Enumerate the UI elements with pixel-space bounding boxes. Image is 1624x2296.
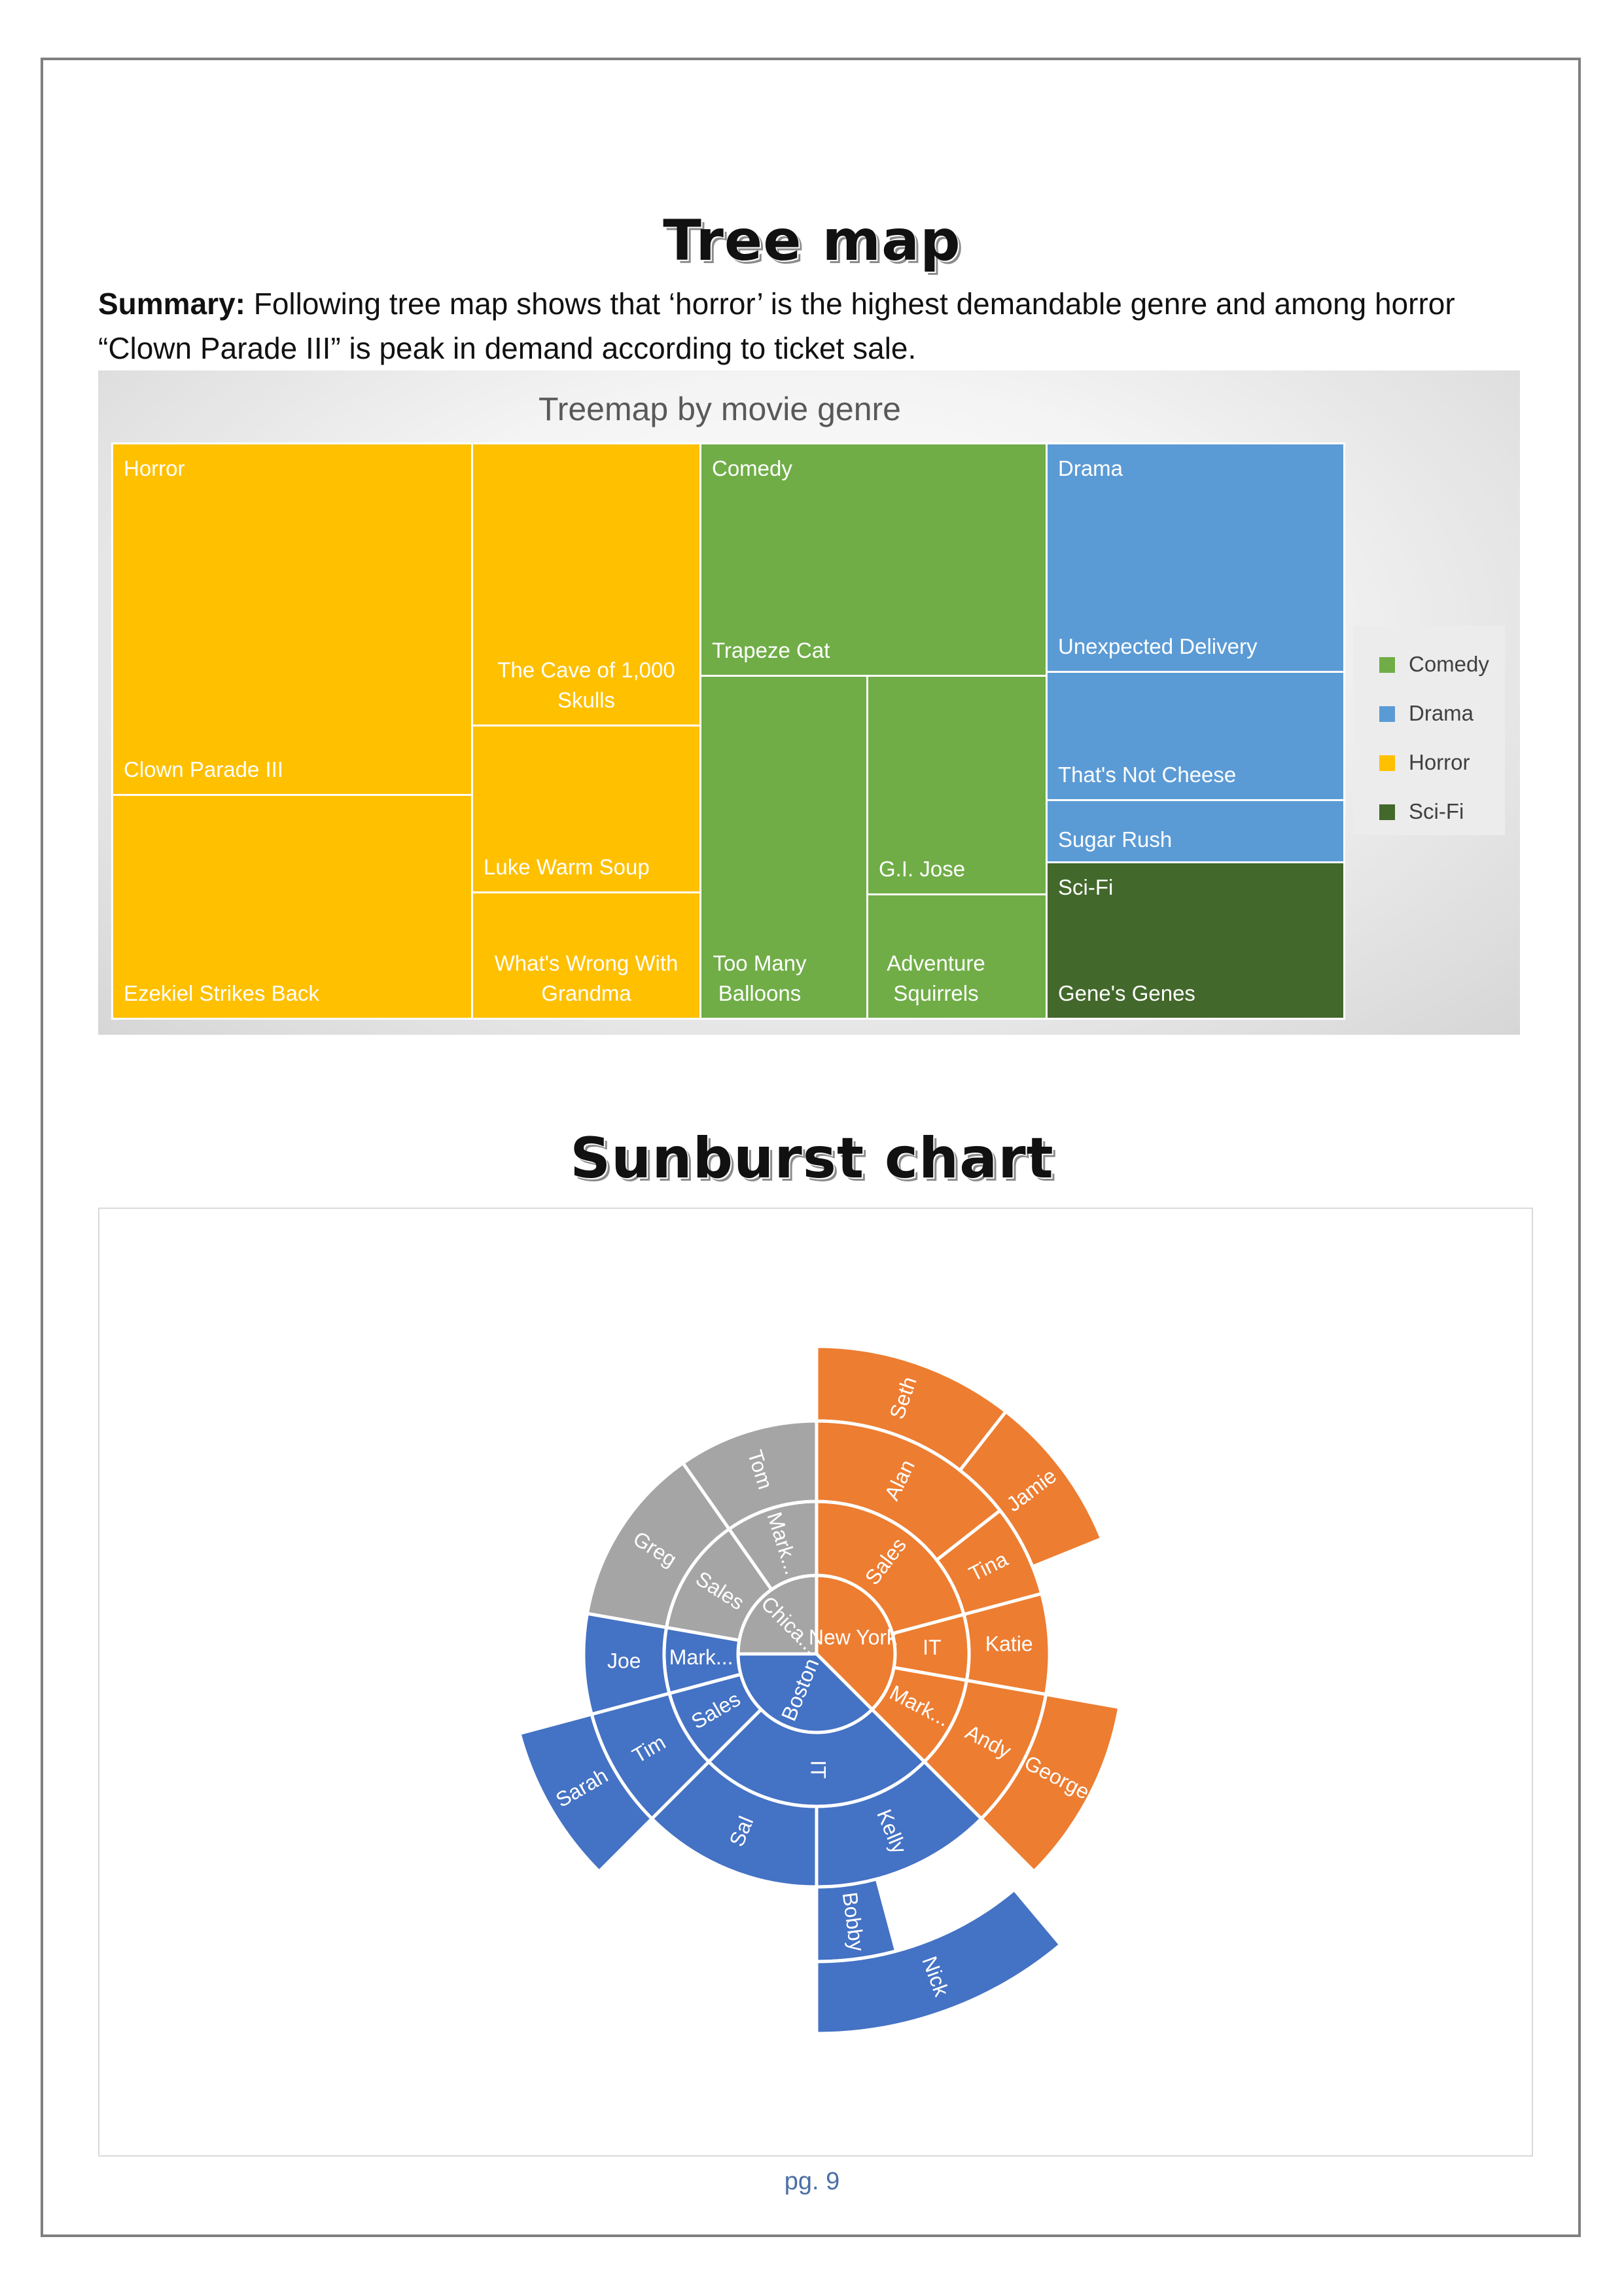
sunburst-chart-frame: New York Boston Chica... Sales IT Mark... IT Sa…	[98, 1208, 1533, 2157]
sunburst-segment	[979, 1692, 1121, 1874]
treemap-group-label-scifi: Sci-Fi	[1058, 875, 1114, 899]
summary-text: Following tree map shows that ‘horror’ i…	[98, 287, 1455, 365]
treemap-group-label-drama: Drama	[1058, 456, 1123, 480]
treemap-item-label: Clown Parade III	[124, 757, 283, 781]
treemap-chart: Treemap by movie genre Horror Clown Para…	[98, 370, 1520, 1035]
sunburst-heading: Sunburst chart	[570, 1126, 1054, 1191]
sunburst-chart: New YorkBostonChica...SalesITMark...ITSa…	[517, 1344, 1121, 2036]
summary-paragraph: Summary: Following tree map shows that ‘…	[98, 281, 1538, 370]
legend-swatch	[1379, 804, 1395, 820]
treemap-item-label: Sugar Rush	[1058, 827, 1173, 852]
sunburst-segment	[815, 1887, 1063, 2036]
treemap-item-label: What's Wrong With Grandma	[494, 951, 679, 1005]
treemap-cell-sugar-rush: Sugar Rush	[1046, 799, 1345, 863]
legend-swatch	[1379, 755, 1395, 771]
treemap-cell-too-many-balloons: Too Many Balloons	[699, 675, 868, 1020]
treemap-item-label: Trapeze Cat	[712, 638, 830, 662]
treemap-item-label: Too Many Balloons	[713, 951, 807, 1005]
treemap-cell-adventure-squirrels: Adventure Squirrels	[866, 893, 1048, 1020]
legend-label: Drama	[1409, 701, 1474, 725]
treemap-cell-trapeze-cat: Comedy Trapeze Cat	[699, 442, 1048, 677]
treemap-item-label: Unexpected Delivery	[1058, 634, 1258, 658]
treemap-item-label: G.I. Jose	[879, 857, 966, 881]
legend-label: Sci-Fi	[1409, 799, 1464, 823]
treemap-item-label: Ezekiel Strikes Back	[124, 981, 319, 1005]
treemap-item-label: That's Not Cheese	[1058, 762, 1237, 787]
sunburst-label: Mark...	[669, 1645, 733, 1669]
sunburst-label: Joe	[607, 1649, 641, 1672]
treemap-cell-ezekiel: Ezekiel Strikes Back	[111, 794, 473, 1020]
legend-label: Horror	[1409, 750, 1470, 774]
sunburst-label: IT	[807, 1760, 830, 1778]
sunburst-segment	[957, 1409, 1104, 1569]
treemap-cell-luke-warm-soup: Luke Warm Soup	[471, 725, 701, 893]
treemap-cell-unexpected-delivery: Drama Unexpected Delivery	[1046, 442, 1345, 673]
treemap-group-label-comedy: Comedy	[712, 456, 792, 480]
treemap-item-label: Luke Warm Soup	[484, 855, 650, 879]
sunburst-segment	[517, 1712, 654, 1874]
treemap-group-label-horror: Horror	[124, 456, 185, 480]
treemap-item-label: Adventure Squirrels	[887, 951, 985, 1005]
legend-swatch	[1379, 706, 1395, 722]
treemap-cell-gi-jose: G.I. Jose	[866, 675, 1048, 895]
treemap-cell-grandma: What's Wrong With Grandma	[471, 891, 701, 1020]
treemap-cell-genes-genes: Sci-Fi Gene's Genes	[1046, 861, 1345, 1020]
treemap-item-label: Gene's Genes	[1058, 981, 1195, 1005]
sunburst-label: Katie	[985, 1632, 1033, 1656]
sunburst-label: IT	[923, 1636, 941, 1659]
treemap-legend: Comedy Drama Horror Sci-Fi	[1353, 626, 1505, 835]
page-number: pg. 9	[784, 2168, 840, 2195]
treemap-title: Treemap by movie genre	[538, 391, 901, 427]
treemap-item-label: The Cave of 1,000 Skulls	[497, 658, 675, 712]
summary-label: Summary:	[98, 287, 245, 321]
treemap-heading: Tree map	[663, 208, 961, 274]
legend-swatch	[1379, 657, 1395, 673]
legend-label: Comedy	[1409, 652, 1489, 676]
treemap-cell-cave: The Cave of 1,000 Skulls	[471, 442, 701, 726]
page-border	[41, 58, 1581, 2237]
sunburst-label: New York	[809, 1625, 898, 1649]
treemap-cell-not-cheese: That's Not Cheese	[1046, 671, 1345, 801]
treemap-cell-clown-parade: Horror Clown Parade III	[111, 442, 473, 796]
